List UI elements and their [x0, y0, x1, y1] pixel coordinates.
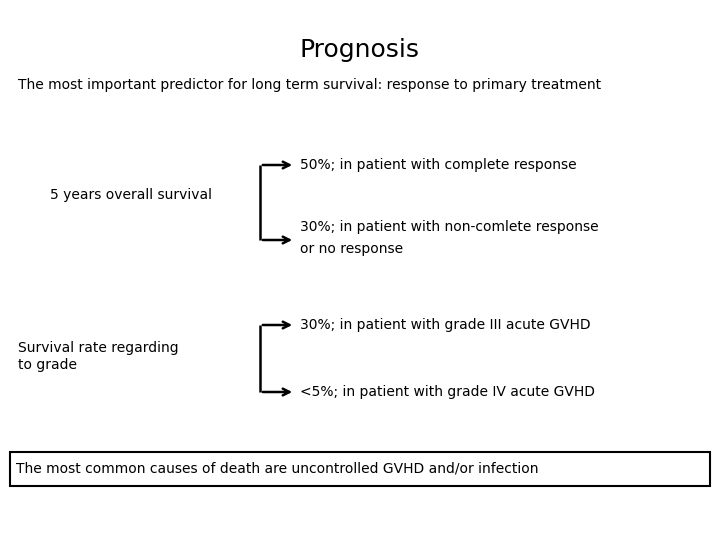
Text: <5%; in patient with grade IV acute GVHD: <5%; in patient with grade IV acute GVHD: [300, 385, 595, 399]
Text: Prognosis: Prognosis: [300, 38, 420, 62]
Text: 30%; in patient with grade III acute GVHD: 30%; in patient with grade III acute GVH…: [300, 318, 590, 332]
Bar: [10, 452, 710, 486]
Text: 5 years overall survival: 5 years overall survival: [50, 188, 212, 202]
Text: to grade: to grade: [18, 358, 77, 372]
Text: 50%; in patient with complete response: 50%; in patient with complete response: [300, 158, 577, 172]
Text: or no response: or no response: [300, 242, 403, 256]
Text: The most common causes of death are uncontrolled GVHD and/or infection: The most common causes of death are unco…: [16, 462, 539, 476]
Text: The most important predictor for long term survival: response to primary treatme: The most important predictor for long te…: [18, 78, 601, 92]
Text: 30%; in patient with non-comlete response: 30%; in patient with non-comlete respons…: [300, 220, 598, 234]
Text: Survival rate regarding: Survival rate regarding: [18, 341, 179, 355]
